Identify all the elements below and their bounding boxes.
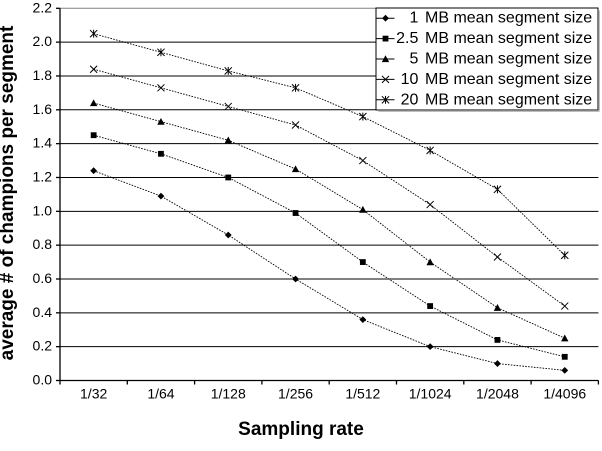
- svg-text:1: 1: [409, 10, 418, 27]
- svg-text:20: 20: [401, 91, 419, 108]
- svg-text:1.6: 1.6: [33, 101, 53, 117]
- svg-text:average # of champions per seg: average # of champions per segment: [0, 25, 18, 360]
- svg-text:1/32: 1/32: [80, 386, 107, 402]
- svg-text:0.0: 0.0: [33, 372, 53, 388]
- svg-text:2.0: 2.0: [33, 33, 53, 49]
- svg-text:1/128: 1/128: [211, 386, 246, 402]
- svg-text:1/2048: 1/2048: [476, 386, 519, 402]
- svg-text:1.4: 1.4: [33, 135, 53, 151]
- svg-text:0.4: 0.4: [33, 304, 53, 320]
- svg-text:MB mean segment size: MB mean segment size: [425, 51, 592, 68]
- svg-text:1.2: 1.2: [33, 168, 53, 184]
- svg-text:2.5: 2.5: [396, 30, 418, 47]
- svg-text:MB mean segment size: MB mean segment size: [425, 71, 592, 88]
- svg-text:1.8: 1.8: [33, 67, 53, 83]
- svg-text:1.0: 1.0: [33, 202, 53, 218]
- svg-text:2.2: 2.2: [33, 0, 53, 15]
- svg-text:0.6: 0.6: [33, 270, 53, 286]
- svg-text:5: 5: [409, 51, 418, 68]
- svg-text:MB mean segment size: MB mean segment size: [425, 10, 592, 27]
- svg-text:0.8: 0.8: [33, 236, 53, 252]
- svg-text:0.2: 0.2: [33, 338, 53, 354]
- svg-text:1/512: 1/512: [345, 386, 380, 402]
- svg-text:1/256: 1/256: [278, 386, 313, 402]
- svg-text:1/4096: 1/4096: [543, 386, 586, 402]
- svg-text:MB mean segment size: MB mean segment size: [425, 91, 592, 108]
- svg-text:1/64: 1/64: [147, 386, 174, 402]
- svg-text:MB mean segment size: MB mean segment size: [425, 30, 592, 47]
- svg-text:10: 10: [401, 71, 419, 88]
- svg-text:1/1024: 1/1024: [409, 386, 452, 402]
